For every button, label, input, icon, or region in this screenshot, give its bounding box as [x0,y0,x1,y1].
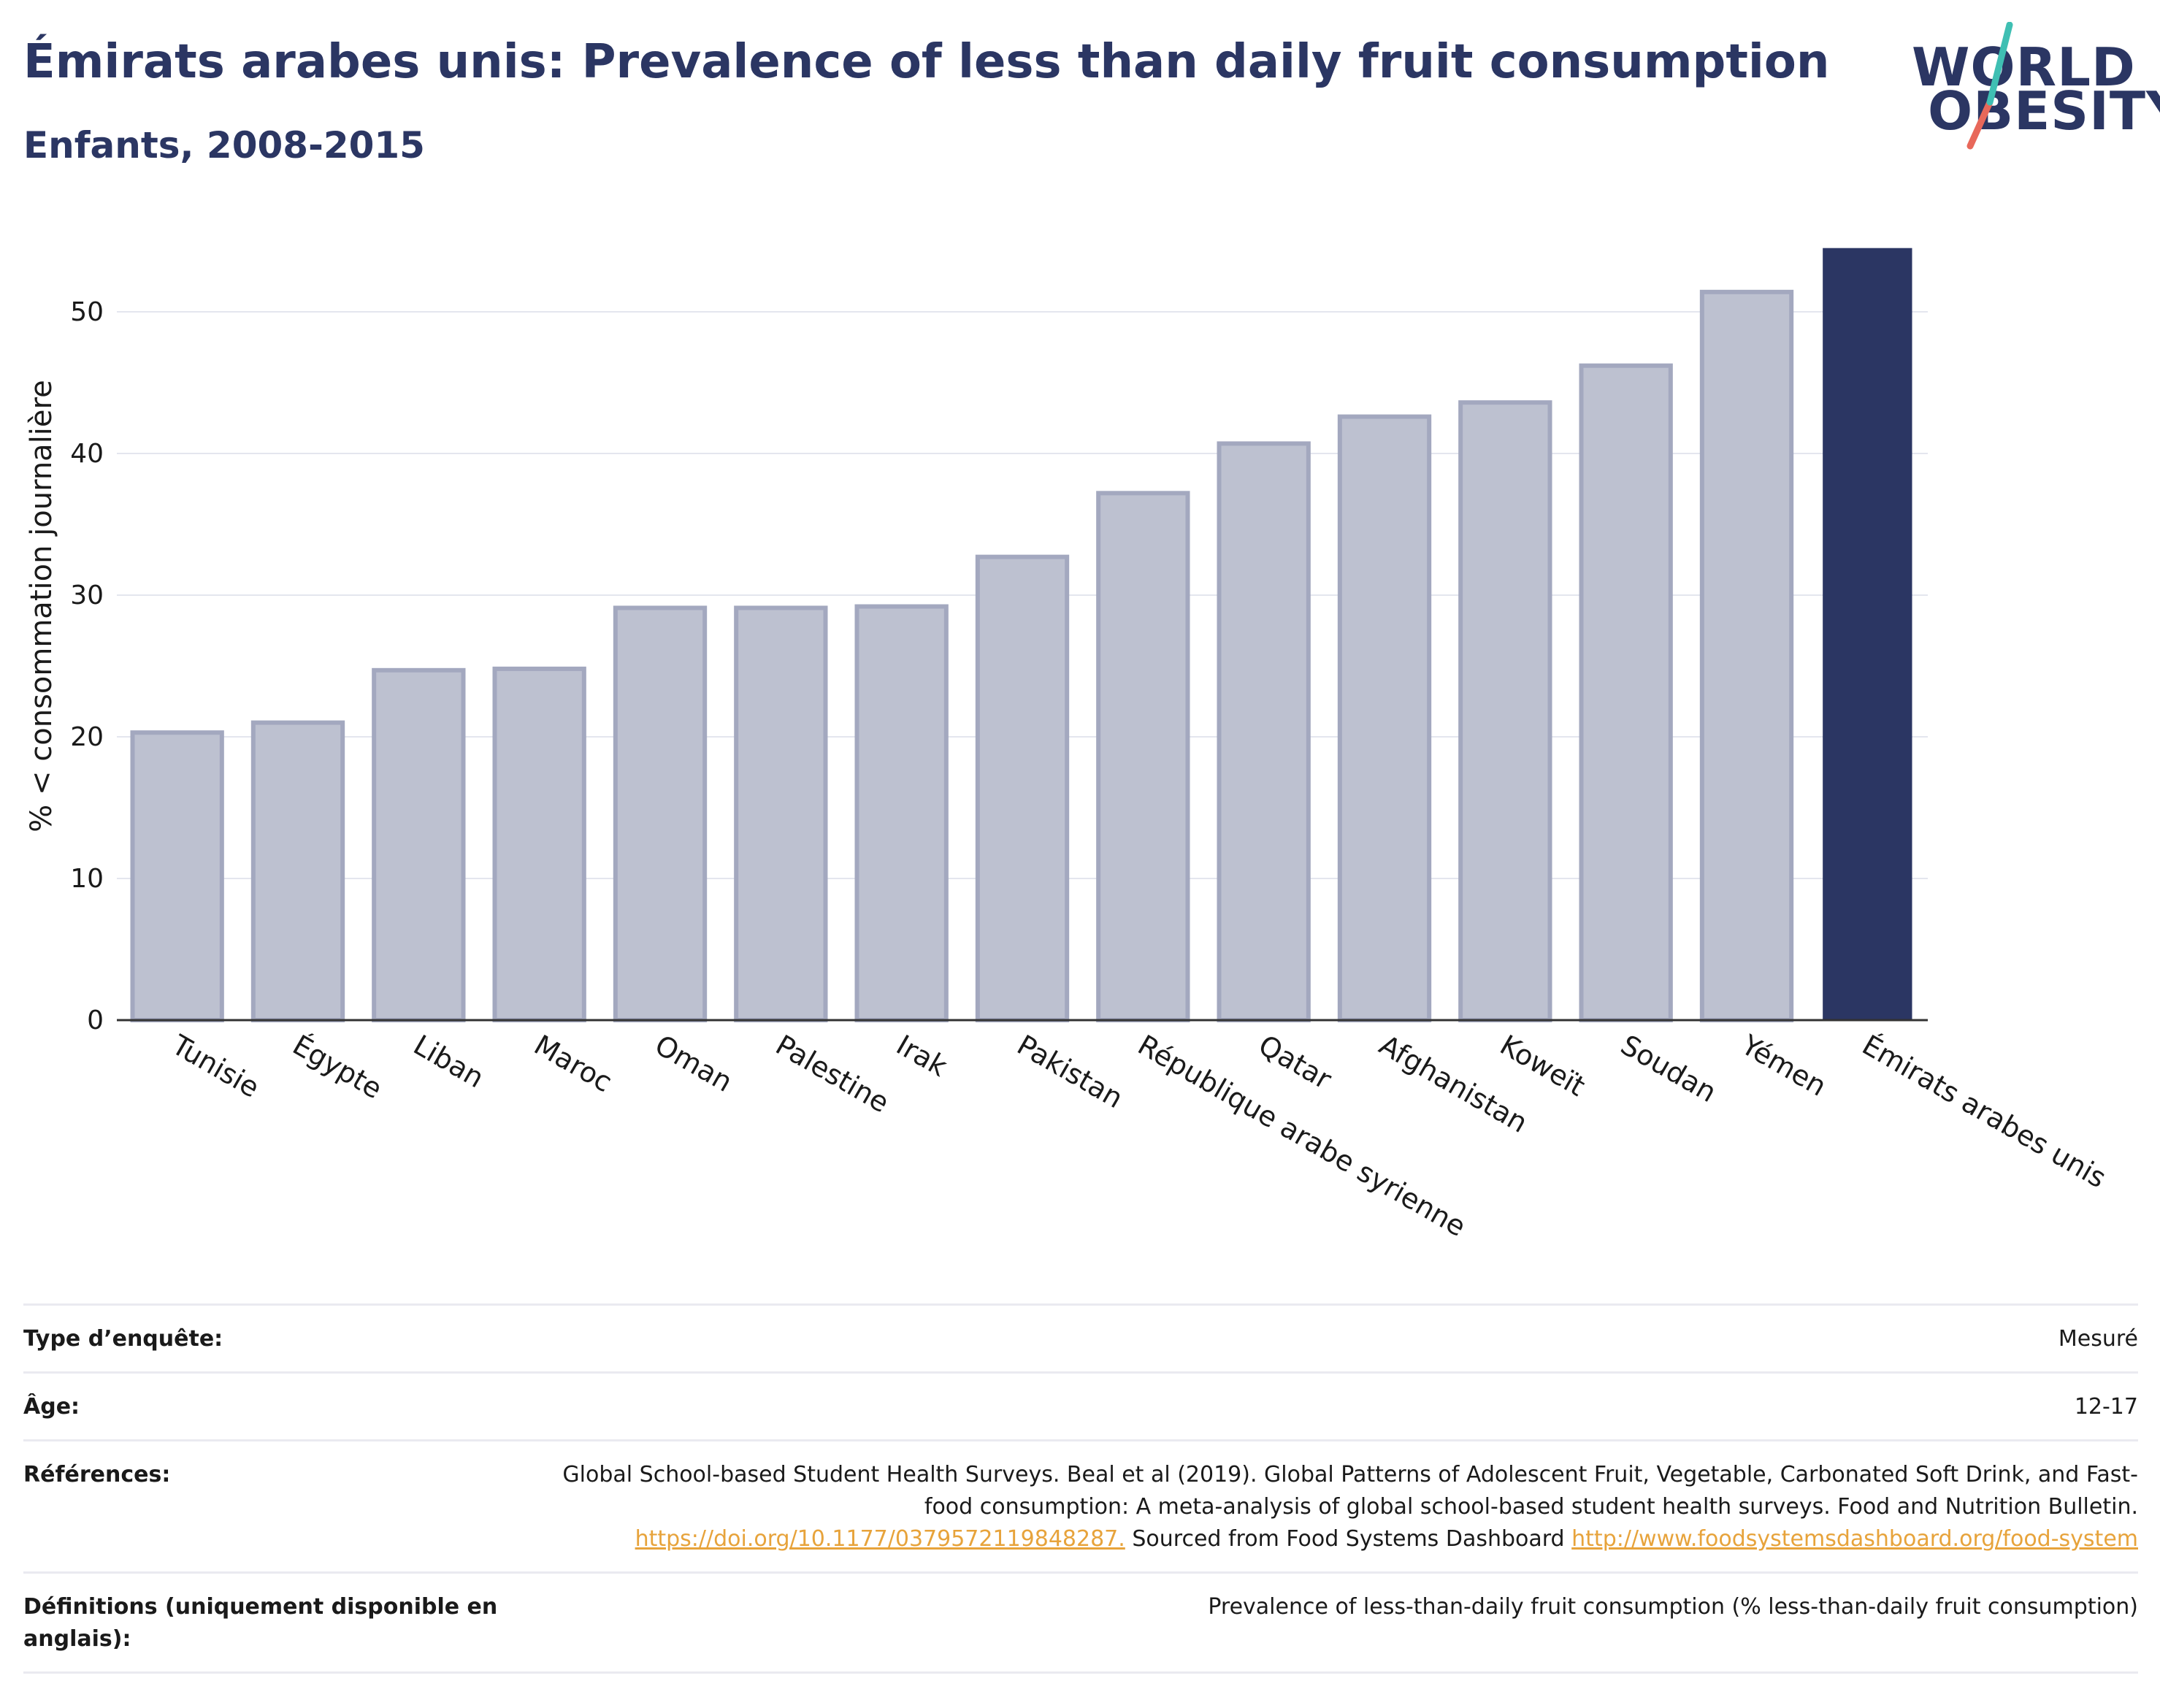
metadata-table: Type d’enquête: Mesuré Âge: 12-17 Référe… [23,1303,2138,1674]
row-value: Global School-based Student Health Surve… [561,1459,2138,1555]
chart-title: Émirats arabes unis: Prevalence of less … [23,35,1830,89]
y-axis-label: % < consommation journalière [25,380,58,832]
bars [130,248,1912,1023]
y-axis-ticks: 0 10 20 30 40 50 [70,297,104,1035]
dashboard-link[interactable]: http://www.foodsystemsdashboard.org/food… [1571,1526,2138,1552]
table-row-survey-type: Type d’enquête: Mesuré [23,1303,2138,1371]
logo-word-2: OBESITY [1928,80,2160,142]
y-tick-label: 50 [70,297,104,327]
world-obesity-logo: WORLD OBESITY [1906,22,2160,153]
x-axis-ticks: Tunisie Égypte Liban Maroc Oman PalestineIrak… [166,1028,2111,1243]
chart-subtitle: Enfants, 2008-2015 [23,124,425,166]
bar-2 [372,667,466,1022]
bar-10 [1337,414,1432,1022]
bar-6 [854,604,949,1022]
bar-7 [975,554,1070,1022]
doi-link[interactable]: https://doi.org/10.1177/0379572119848287… [635,1526,1125,1552]
y-tick-label: 30 [70,581,104,610]
row-key: Références: [23,1462,171,1487]
y-tick-label: 0 [87,1006,104,1035]
bar-chart: 0 10 20 30 40 50 Tunisie Égypte Liban Maroc Oman P… [25,248,2112,1243]
x-tick-label: Irak [891,1029,952,1083]
bar-3 [492,666,586,1022]
x-tick-label: Soudan [1615,1029,1722,1109]
x-tick-label: Yémen [1736,1028,1832,1103]
x-tick-label: Maroc [529,1029,618,1099]
row-value: Prevalence of less-than-daily fruit cons… [1208,1594,2138,1620]
x-tick-label: Oman [650,1029,738,1098]
x-tick-label: Liban [408,1029,489,1095]
reference-source-text: Sourced from Food Systems Dashboard [1132,1526,1565,1552]
bar-1 [250,720,345,1022]
row-value: 12-17 [2074,1394,2138,1420]
row-key: Définitions (uniquement disponible en an… [23,1594,498,1652]
x-tick-label: Pakistan [1012,1029,1129,1115]
row-key: Âge: [23,1394,80,1420]
bar-5 [734,605,828,1022]
x-tick-label: Tunisie [166,1028,264,1104]
x-tick-label: Émirats arabes unis [1857,1029,2112,1195]
x-tick-label: Qatar [1253,1029,1337,1096]
bar-8 [1096,491,1190,1022]
row-value: Mesuré [2058,1326,2138,1352]
x-tick-label: Palestine [770,1029,895,1119]
table-row-definitions: Définitions (uniquement disponible en an… [23,1571,2138,1674]
bar-0 [130,730,224,1022]
y-tick-label: 20 [70,722,104,752]
y-tick-label: 10 [70,864,104,894]
bar-12 [1579,363,1673,1023]
bar-13 [1699,289,1794,1022]
logo-word-1: WORLD [1912,37,2136,98]
x-tick-label: Égypte [288,1029,388,1106]
table-row-age: Âge: 12-17 [23,1371,2138,1439]
bar-9 [1217,441,1311,1023]
logo-slash-icon [1966,22,2013,150]
bar-14 [1823,248,1912,1021]
bar-4 [613,605,708,1022]
table-row-references: Références: Global School-based Student … [23,1439,2138,1571]
x-tick-label: Koweït [1495,1029,1590,1103]
bar-11 [1458,400,1552,1023]
row-key: Type d’enquête: [23,1326,223,1352]
y-tick-label: 40 [70,439,104,469]
reference-text: Global School-based Student Health Surve… [562,1462,2138,1520]
